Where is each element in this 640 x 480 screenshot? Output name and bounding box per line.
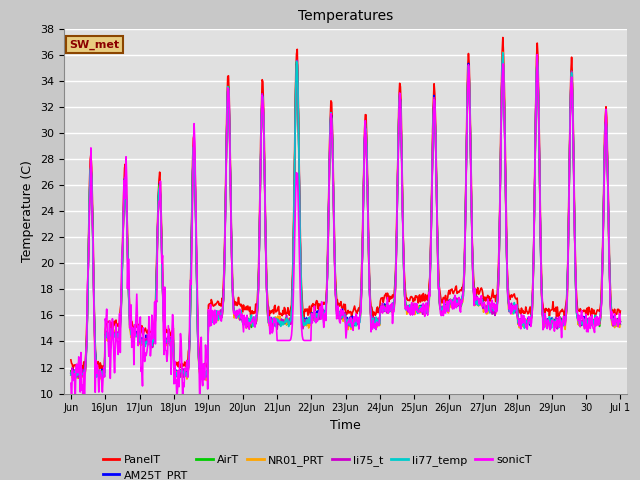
sonicT [131, 333, 139, 338]
NR01_PRT [67, 372, 75, 378]
AirT [403, 307, 411, 312]
Line: sonicT: sonicT [71, 55, 620, 408]
NR01_PRT [403, 312, 411, 317]
AM25T_PRT [132, 330, 140, 336]
sonicT [196, 406, 204, 411]
X-axis label: Time: Time [330, 419, 361, 432]
PanelT [434, 239, 442, 244]
li75_t [434, 245, 442, 251]
li75_t [260, 154, 268, 159]
li77_temp [233, 315, 241, 321]
Line: li77_temp: li77_temp [71, 53, 620, 381]
AirT [131, 330, 139, 336]
Line: li75_t: li75_t [71, 60, 620, 378]
AM25T_PRT [281, 319, 289, 324]
li75_t [132, 334, 140, 339]
li75_t [499, 57, 507, 62]
NR01_PRT [260, 155, 268, 161]
Text: SW_met: SW_met [70, 40, 120, 50]
sonicT [67, 380, 75, 386]
NR01_PRT [499, 49, 507, 55]
Line: AirT: AirT [71, 56, 620, 379]
AirT [499, 53, 507, 59]
AirT [434, 248, 442, 254]
AirT [175, 376, 183, 382]
li75_t [403, 306, 411, 312]
sonicT [281, 337, 289, 343]
AirT [67, 368, 75, 374]
NR01_PRT [281, 317, 289, 323]
sonicT [260, 156, 268, 161]
PanelT [67, 357, 75, 363]
Legend: PanelT, AM25T_PRT, AirT, NR01_PRT, li75_t, li77_temp, sonicT: PanelT, AM25T_PRT, AirT, NR01_PRT, li75_… [99, 450, 536, 480]
li77_temp [70, 378, 77, 384]
li77_temp [260, 155, 268, 160]
AM25T_PRT [616, 322, 624, 327]
PanelT [616, 308, 624, 314]
PanelT [199, 367, 207, 372]
AirT [616, 319, 624, 324]
AM25T_PRT [499, 54, 507, 60]
li77_temp [403, 305, 411, 311]
li77_temp [132, 334, 140, 339]
li75_t [77, 375, 84, 381]
PanelT [499, 35, 507, 40]
li77_temp [616, 319, 624, 324]
PanelT [233, 302, 241, 308]
AirT [281, 318, 289, 324]
PanelT [281, 306, 289, 312]
Line: PanelT: PanelT [71, 37, 620, 370]
AirT [233, 311, 241, 317]
li75_t [616, 319, 624, 325]
Line: NR01_PRT: NR01_PRT [71, 52, 620, 381]
li77_temp [67, 372, 75, 378]
AirT [260, 154, 268, 159]
li75_t [67, 370, 75, 376]
AM25T_PRT [67, 371, 75, 376]
PanelT [260, 139, 268, 144]
Line: AM25T_PRT: AM25T_PRT [71, 57, 620, 377]
li77_temp [499, 50, 507, 56]
PanelT [403, 295, 411, 301]
NR01_PRT [233, 309, 241, 314]
sonicT [616, 319, 624, 325]
NR01_PRT [434, 250, 442, 256]
sonicT [533, 52, 541, 58]
AM25T_PRT [233, 311, 241, 317]
li77_temp [281, 318, 289, 324]
AM25T_PRT [260, 157, 268, 163]
li75_t [281, 320, 289, 326]
AM25T_PRT [403, 302, 411, 308]
NR01_PRT [616, 317, 624, 323]
NR01_PRT [131, 333, 139, 339]
li75_t [233, 313, 241, 319]
li77_temp [434, 247, 442, 253]
AM25T_PRT [68, 374, 76, 380]
PanelT [131, 324, 139, 329]
Y-axis label: Temperature (C): Temperature (C) [22, 160, 35, 262]
sonicT [434, 255, 442, 261]
Title: Temperatures: Temperatures [298, 10, 393, 24]
AM25T_PRT [434, 245, 442, 251]
sonicT [403, 307, 411, 313]
NR01_PRT [202, 378, 210, 384]
sonicT [233, 308, 241, 313]
